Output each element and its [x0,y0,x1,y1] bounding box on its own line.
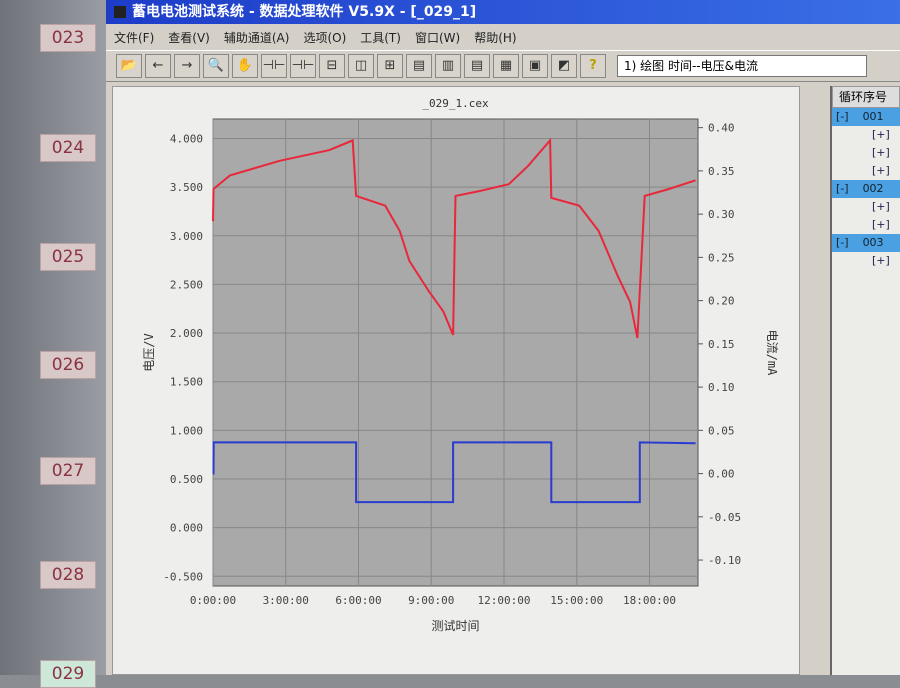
page2-icon[interactable]: ▥ [435,54,461,78]
y-tick-label: 2.500 [170,278,203,291]
cycle-tree-row[interactable]: [+] [832,126,900,144]
channel-label[interactable]: 026 [40,351,96,379]
app-window: 蓄电电池测试系统 - 数据处理软件 V5.9X - [_029_1] 文件(F)… [106,0,900,675]
y-tick-label: 1.000 [170,424,203,437]
x-tick-label: 15:00:00 [550,594,603,607]
tree-toggle[interactable]: [-] [836,110,849,123]
help-icon[interactable]: ? [580,54,606,78]
tree-toggle[interactable]: [+] [872,146,890,159]
open-icon[interactable]: 📂 [116,54,142,78]
page3-icon[interactable]: ▤ [464,54,490,78]
y-tick-label: 0.500 [170,473,203,486]
cursor-b-icon[interactable]: ⊣⊢ [290,54,316,78]
cycle-tree-row[interactable]: [-] 003 [832,234,900,252]
y-tick-label: 0.000 [170,522,203,535]
back-icon[interactable]: ← [145,54,171,78]
y2-tick-label: 0.00 [708,468,735,481]
x-tick-label: 12:00:00 [478,594,531,607]
y-tick-label: 2.000 [170,327,203,340]
menu-window[interactable]: 窗口(W) [414,30,461,45]
toolbar: 📂 ← → 🔍 ✋ ⊣⊢ ⊣⊢ ⊟ ◫ ⊞ ▤ ▥ ▤ ▦ ▣ ◩ ? 1) 绘… [106,50,900,82]
y-axis-label: 电压/V [142,333,156,371]
plot-select[interactable]: 1) 绘图 时间--电压&电流 [617,55,867,77]
split-grid-icon[interactable]: ⊞ [377,54,403,78]
page1-icon[interactable]: ▤ [406,54,432,78]
cycle-tree-row[interactable]: [-] 001 [832,108,900,126]
menu-options[interactable]: 选项(O) [303,30,347,45]
background-sidebar: 023 024 025 026 027 028 029 [0,0,106,688]
y2-tick-label: -0.10 [708,554,741,567]
x-tick-label: 0:00:00 [190,594,236,607]
y2-tick-label: -0.05 [708,511,741,524]
cycle-number: 002 [862,182,884,195]
channel-label[interactable]: 025 [40,243,96,271]
zoom-icon[interactable]: 🔍 [203,54,229,78]
y2-tick-label: 0.25 [708,251,735,264]
forward-icon[interactable]: → [174,54,200,78]
x-tick-label: 9:00:00 [408,594,454,607]
y2-tick-label: 0.40 [708,122,735,135]
tree-toggle[interactable]: [+] [872,164,890,177]
tree-toggle[interactable]: [+] [872,200,890,213]
y-tick-label: 3.500 [170,181,203,194]
x-tick-label: 6:00:00 [335,594,381,607]
tree-toggle[interactable]: [-] [836,182,849,195]
chart-icon[interactable]: ◩ [551,54,577,78]
tree-toggle[interactable]: [+] [872,254,890,267]
menu-bar: 文件(F) 查看(V) 辅助通道(A) 选项(O) 工具(T) 窗口(W) 帮助… [106,24,900,50]
menu-view[interactable]: 查看(V) [168,30,210,45]
menu-aux-channel[interactable]: 辅助通道(A) [223,30,290,45]
channel-label[interactable]: 029 [40,660,96,688]
y2-tick-label: 0.20 [708,295,735,308]
cycle-tree-row[interactable]: [+] [832,198,900,216]
y-tick-label: 4.000 [170,132,203,145]
voltage-series-line [212,137,696,339]
x-tick-label: 18:00:00 [623,594,676,607]
cursor-a-icon[interactable]: ⊣⊢ [261,54,287,78]
channel-label[interactable]: 023 [40,24,96,52]
y2-axis-label: 电流/mA [765,330,779,376]
cycle-tree-row[interactable]: [-] 002 [832,180,900,198]
y2-tick-label: 0.35 [708,165,735,178]
x-axis-label: 测试时间 [431,618,479,633]
page4-icon[interactable]: ▦ [493,54,519,78]
title-bar: 蓄电电池测试系统 - 数据处理软件 V5.9X - [_029_1] [106,0,900,24]
cycle-tree-row[interactable]: [+] [832,162,900,180]
y-tick-label: 1.500 [170,376,203,389]
menu-tools[interactable]: 工具(T) [360,30,401,45]
chart-panel: _029_1.cex 0:00:00 3:00:00 6:00:00 9:00:00 12… [112,86,800,675]
cycle-tree-row[interactable]: [+] [832,252,900,270]
window-title: 蓄电电池测试系统 - 数据处理软件 V5.9X - [_029_1] [132,4,477,20]
tree-toggle[interactable]: [+] [872,218,890,231]
menu-help[interactable]: 帮助(H) [474,30,517,45]
x-tick-label: 3:00:00 [263,594,309,607]
channel-label[interactable]: 028 [40,561,96,589]
y-tick-label: -0.500 [163,570,203,583]
cycle-tree-row[interactable]: [+] [832,216,900,234]
channel-label[interactable]: 027 [40,457,96,485]
app-icon [114,6,126,18]
tree-toggle[interactable]: [-] [836,236,849,249]
y2-tick-label: 0.05 [708,424,735,437]
chart: _029_1.cex 0:00:00 3:00:00 6:00:00 9:00:00 12… [142,97,779,633]
y2-tick-label: 0.10 [708,381,735,394]
y2-tick-label: 0.30 [708,208,735,221]
tree-toggle[interactable]: [+] [872,128,890,141]
menu-file[interactable]: 文件(F) [114,30,155,45]
cycle-number: 003 [862,236,884,249]
split-h-icon[interactable]: ⊟ [319,54,345,78]
current-series-line [212,441,696,504]
cycle-tree-header: 循环序号 [832,86,900,108]
cycle-tree-row[interactable]: [+] [832,144,900,162]
y-tick-label: 3.000 [170,230,203,243]
split-v-icon[interactable]: ◫ [348,54,374,78]
channel-label[interactable]: 024 [40,134,96,162]
y2-tick-label: 0.15 [708,338,735,351]
hand-icon[interactable]: ✋ [232,54,258,78]
print-icon[interactable]: ▣ [522,54,548,78]
cycle-tree-panel: 循环序号 [-] 001 [+] [+] [+] [-] 002 [+] [+] [-] 003 [+… [830,86,900,675]
cycle-number: 001 [862,110,884,123]
chart-title: _029_1.cex [422,97,489,110]
